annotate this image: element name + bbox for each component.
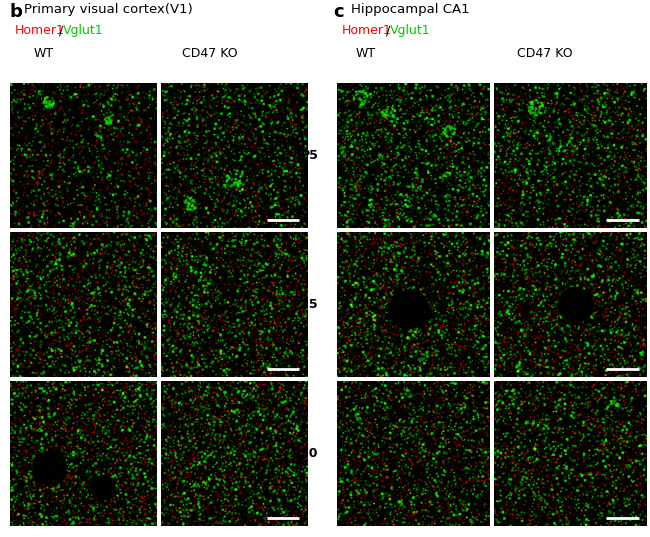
Text: Vglut1: Vglut1 [390, 24, 430, 37]
Text: Hippocampal CA1: Hippocampal CA1 [351, 3, 469, 16]
Text: /: / [59, 24, 64, 37]
Text: Homer1: Homer1 [15, 24, 65, 37]
Text: c: c [333, 3, 344, 21]
Text: b: b [10, 3, 23, 21]
Text: P5: P5 [300, 149, 318, 162]
Text: CD47 KO: CD47 KO [517, 47, 573, 60]
Text: Vglut1: Vglut1 [63, 24, 104, 37]
Text: P15: P15 [292, 298, 318, 311]
Text: P30: P30 [292, 447, 318, 460]
Text: Homer1: Homer1 [342, 24, 392, 37]
Text: /: / [386, 24, 391, 37]
Text: Primary visual cortex(V1): Primary visual cortex(V1) [24, 3, 193, 16]
Text: CD47 KO: CD47 KO [183, 47, 238, 60]
Text: WT: WT [34, 47, 54, 60]
Text: WT: WT [356, 47, 376, 60]
